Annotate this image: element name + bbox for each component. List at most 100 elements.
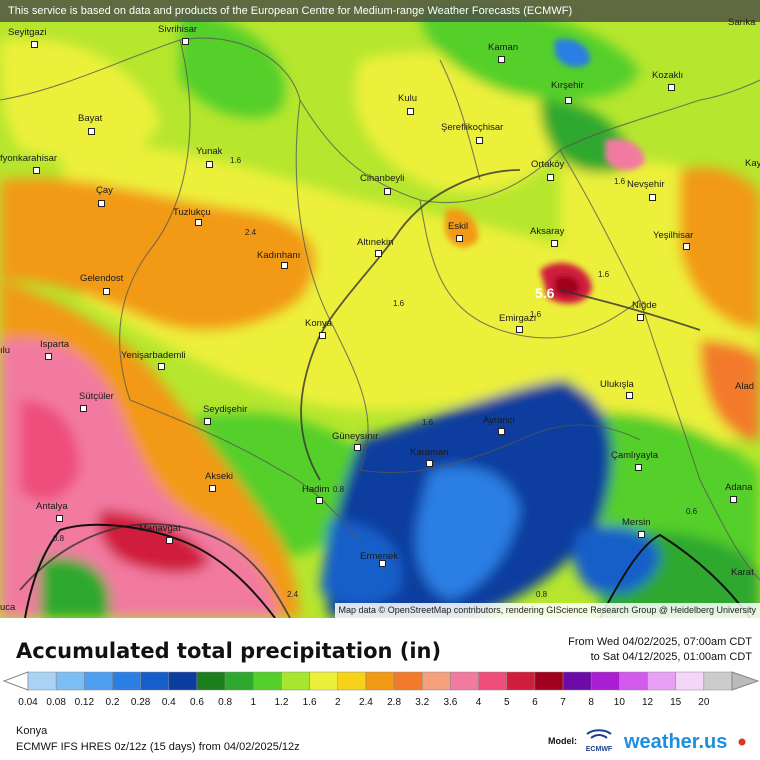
city-marker (209, 485, 216, 492)
model-info: ECMWF IFS HRES 0z/12z (15 days) from 04/… (16, 741, 300, 753)
legend-max-arrow (731, 671, 760, 691)
legend-swatch (421, 671, 451, 691)
legend-swatch (393, 671, 423, 691)
city-marker (683, 243, 690, 250)
city-label: Tuzlukçu (173, 207, 211, 218)
city-marker (379, 560, 386, 567)
legend-value: 0.08 (46, 697, 66, 708)
city-label: Güneysınır (332, 431, 379, 442)
map-data-attribution[interactable]: Map data © OpenStreetMap contributors, r… (334, 603, 760, 618)
contour-value: 0.8 (536, 590, 548, 599)
legend-value: 0.6 (190, 697, 204, 708)
city-label: Sarıka (728, 17, 756, 28)
city-marker (638, 531, 645, 538)
legend-value: 12 (641, 697, 654, 708)
city-label: Kadınhanı (257, 250, 301, 261)
city-label: Akseki (205, 471, 233, 482)
city-marker (476, 137, 483, 144)
city-marker (551, 240, 558, 247)
city-label: Ortaköy (531, 159, 565, 170)
weather-us-logo[interactable]: weather.us (624, 731, 728, 753)
legend-swatch (647, 671, 676, 691)
city-marker (182, 38, 189, 45)
legend-value: 2.4 (358, 697, 373, 708)
legend-swatch (55, 671, 85, 691)
location-name: Konya (16, 725, 48, 737)
city-label: Karat (731, 567, 754, 578)
city-marker (316, 497, 323, 504)
city-marker (547, 174, 554, 181)
city-label: Çay (96, 185, 113, 196)
city-label: ılu (0, 345, 11, 356)
city-marker (166, 537, 173, 544)
city-label: Sütçüler (79, 391, 114, 402)
city-marker (426, 460, 433, 467)
contour-value: 0.8 (333, 485, 345, 494)
legend-value: 8 (588, 697, 594, 708)
city-label: Niğde (632, 300, 657, 311)
city-label: Mersin (622, 517, 651, 528)
time-range: From Wed 04/02/2025, 07:00am CDT to Sat … (568, 635, 752, 665)
legend-swatch (619, 671, 648, 691)
city-label: Şereflikoçhisar (441, 122, 504, 133)
legend-value: 0.04 (18, 697, 38, 708)
legend-value: 3.6 (443, 697, 458, 708)
legend-value: 0.2 (105, 697, 120, 708)
legend-swatch (478, 671, 507, 691)
range-from: From Wed 04/02/2025, 07:00am CDT (568, 636, 752, 648)
city-marker (158, 363, 165, 370)
city-marker (730, 496, 737, 503)
city-marker (565, 97, 572, 104)
city-label: Nevşehir (627, 179, 665, 190)
city-label: Ayrancı (483, 415, 516, 426)
legend-swatch (224, 671, 254, 691)
contour-value: 1.6 (598, 270, 610, 279)
city-label: Kulu (398, 93, 418, 104)
legend-value: 15 (670, 697, 682, 708)
legend-value: 6 (532, 697, 538, 708)
city-marker (354, 444, 361, 451)
city-marker (80, 405, 87, 412)
contour-value: 1.6 (230, 156, 242, 165)
city-marker (281, 262, 288, 269)
contour-value: 1.6 (614, 177, 626, 186)
legend-value: 5 (503, 697, 510, 708)
city-label: Yunak (196, 146, 223, 157)
legend-value: 1 (250, 697, 257, 708)
city-label: Gelendost (80, 273, 124, 284)
city-label: Cihanbeyli (360, 173, 405, 184)
legend-value: 2 (334, 697, 341, 708)
contour-value: 1.6 (422, 418, 434, 427)
city-label: Karaman (410, 447, 449, 458)
legend-min-arrow (2, 671, 29, 691)
city-label: Altınekin (357, 237, 394, 248)
city-marker (384, 188, 391, 195)
legend-value: 0.4 (161, 697, 176, 708)
legend-swatch (253, 671, 282, 691)
legend-swatch (450, 671, 479, 691)
city-label: Kozaklı (652, 70, 684, 81)
model-label: Model: (548, 736, 577, 746)
city-label: Çamlıyayla (611, 450, 658, 461)
contour-value: 0.6 (686, 507, 698, 516)
precipitation-map[interactable]: This service is based on data and produc… (0, 0, 760, 618)
map-title: Accumulated total precipitation (in) (16, 639, 442, 663)
city-label: Alad (735, 381, 755, 392)
city-label: Isparta (40, 339, 70, 350)
legend-swatch (703, 671, 733, 691)
legend-value: 1.2 (274, 697, 289, 708)
city-marker (498, 56, 505, 63)
city-label: Antalya (36, 501, 68, 512)
color-legend (2, 671, 760, 691)
legend-value: 3.2 (415, 697, 430, 708)
peak-value: 5.6 (535, 285, 555, 301)
city-marker (103, 288, 110, 295)
ecmwf-logo-icon: ECMWF (582, 728, 616, 754)
legend-swatch (112, 671, 141, 691)
city-marker (33, 167, 40, 174)
legend-value: 0.28 (130, 697, 151, 708)
legend-swatch (590, 671, 620, 691)
ecmwf-text: ECMWF (586, 746, 613, 753)
city-marker (98, 200, 105, 207)
city-marker (204, 418, 211, 425)
